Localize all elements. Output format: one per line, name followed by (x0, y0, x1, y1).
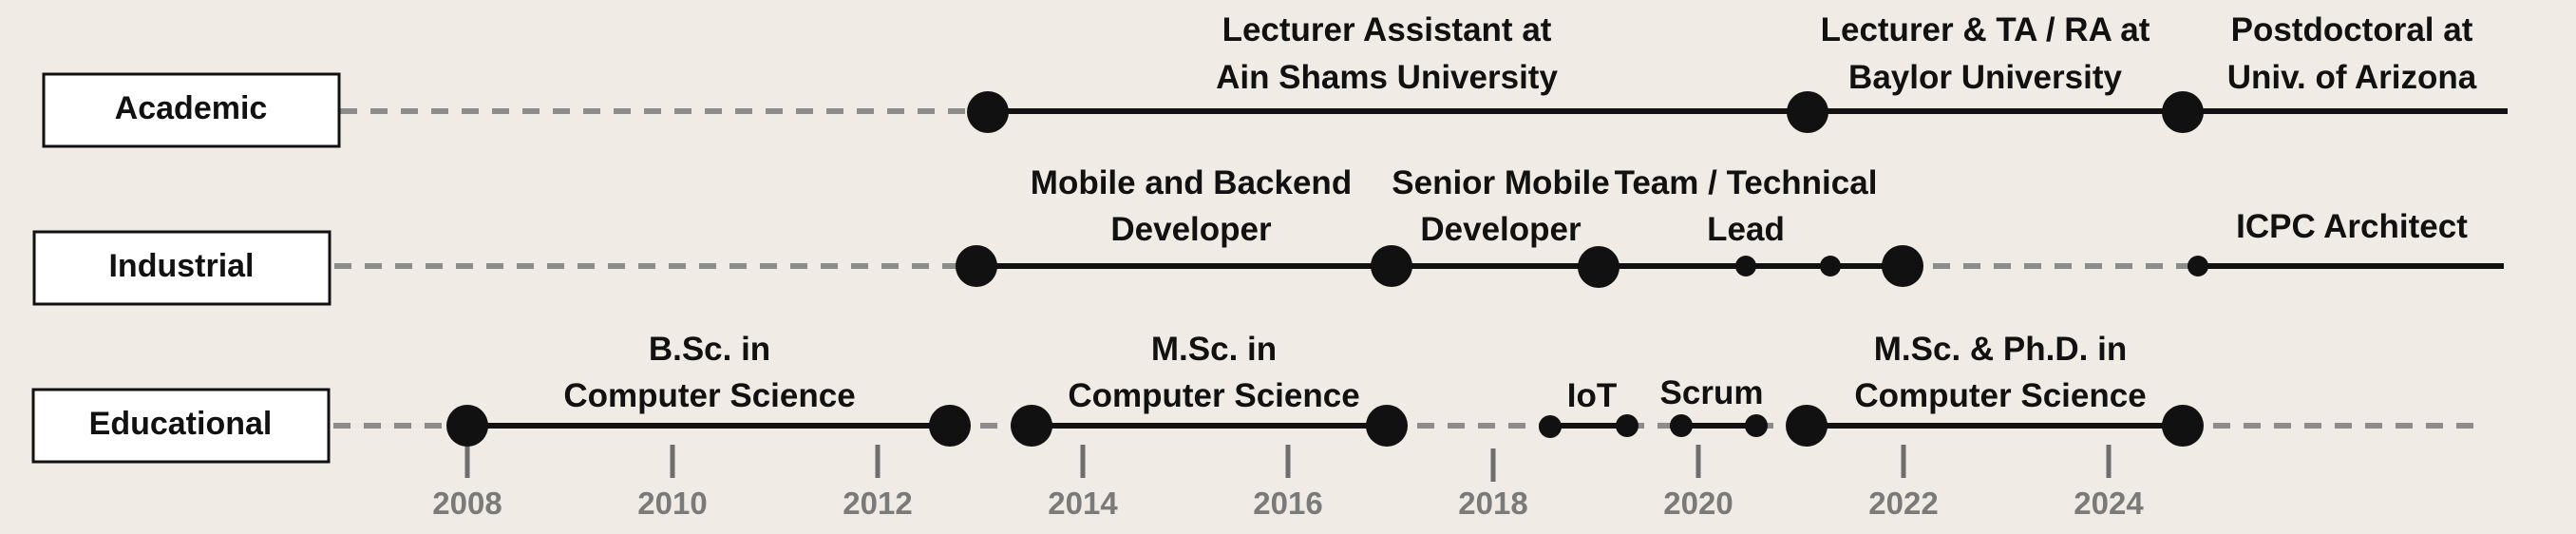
industrial-milestone (1371, 245, 1412, 287)
year-label: 2012 (843, 486, 912, 521)
event-label: Computer Science (563, 377, 855, 414)
event-label: Senior Mobile (1392, 164, 1609, 201)
industrial-milestone (1882, 245, 1923, 287)
lane-label-academic (42, 72, 341, 148)
event-label: Lead (1707, 211, 1785, 248)
year-label: 2020 (1663, 486, 1733, 521)
lane-label-industrial (32, 230, 331, 306)
industrial-milestone (1820, 256, 1841, 277)
event-label: IoT (1567, 377, 1617, 414)
educational-milestone (1011, 405, 1052, 447)
industrial-milestone (956, 245, 997, 287)
event-label: Computer Science (1854, 377, 2146, 414)
event-label: Lecturer Assistant at (1222, 11, 1552, 48)
year-label: 2014 (1048, 486, 1118, 521)
lane-label-text: Industrial (108, 248, 254, 284)
educational-milestone (1366, 405, 1408, 447)
lane-label-text: Educational (89, 406, 273, 442)
industrial-milestone (1578, 246, 1619, 288)
event-label: B.Sc. in (649, 331, 770, 368)
event-label: Developer (1420, 211, 1582, 248)
academic-milestone (2162, 91, 2204, 133)
event-label: Ain Shams University (1216, 59, 1558, 96)
event-label: ICPC Architect (2236, 208, 2468, 245)
event-label: Computer Science (1068, 377, 1359, 414)
year-label: 2010 (637, 486, 707, 521)
educational-milestone (1616, 414, 1638, 437)
event-label: M.Sc. & Ph.D. in (1874, 331, 2127, 368)
event-label: M.Sc. in (1151, 331, 1277, 368)
educational-milestone (1539, 415, 1562, 438)
year-label: 2016 (1253, 486, 1322, 521)
event-label: Lecturer & TA / RA at (1821, 11, 2150, 48)
year-ticks (464, 445, 2112, 482)
event-label: Scrum (1660, 374, 1764, 411)
industrial-milestone (1735, 256, 1756, 277)
event-label: Postdoctoral at (2231, 11, 2473, 48)
industrial-lane: Industrial Mobile and Backend Developer … (32, 164, 2504, 306)
event-label: Developer (1110, 211, 1272, 248)
event-label: Team / Technical (1615, 164, 1878, 201)
educational-milestone (1670, 414, 1693, 437)
year-label: 2022 (1868, 486, 1938, 521)
educational-milestone (1786, 405, 1828, 447)
year-label: 2024 (2074, 486, 2144, 521)
educational-lane: Educational B.Sc. in Computer Science M.… (31, 331, 2479, 464)
event-label: Baylor University (1848, 59, 2122, 96)
year-labels: 2008 2010 2012 2014 2016 2018 2020 2022 … (432, 486, 2144, 521)
educational-milestone (2162, 405, 2204, 447)
event-label: Mobile and Backend (1031, 164, 1352, 201)
event-label: Univ. of Arizona (2227, 59, 2477, 96)
educational-milestone (929, 405, 971, 447)
year-label: 2008 (432, 486, 502, 521)
academic-lane: Academic Lecturer Assistant at Ain Shams… (42, 11, 2508, 148)
academic-milestone (967, 91, 1009, 133)
academic-milestone (1787, 91, 1828, 133)
year-label: 2018 (1458, 486, 1527, 521)
industrial-milestone (2188, 256, 2208, 277)
lane-label-educational (31, 388, 331, 464)
educational-milestone (446, 405, 488, 447)
lane-label-text: Academic (115, 90, 268, 126)
educational-milestone (1745, 414, 1768, 437)
